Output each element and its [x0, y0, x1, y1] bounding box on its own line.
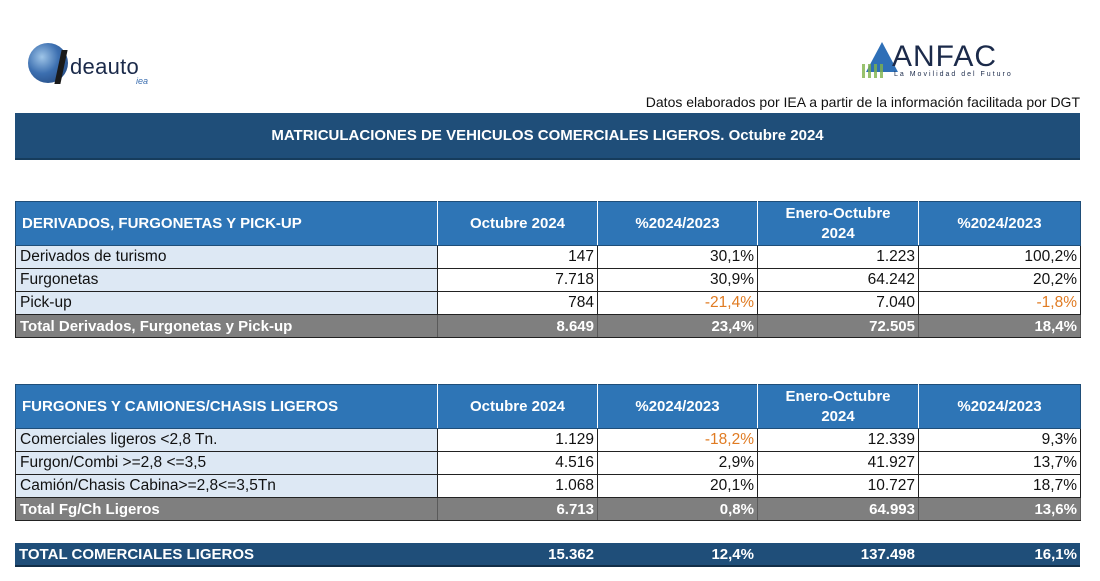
- table-derivados-furgonetas: DERIVADOS, FURGONETAS Y PICK-UP Octubre …: [15, 201, 1081, 338]
- table-row: Camión/Chasis Cabina>=2,8<=3,5Tn 1.068 2…: [15, 474, 1081, 498]
- anfac-logo: ANFAC La Movilidad del Futuro: [860, 40, 1030, 84]
- column-header: Enero-Octubre 2024: [757, 201, 919, 246]
- total-row: Total Fg/Ch Ligeros 6.713 0,8% 64.993 13…: [15, 497, 1081, 521]
- table-row: Furgonetas 7.718 30,9% 64.242 20,2%: [15, 268, 1081, 292]
- column-header: %2024/2023: [918, 201, 1081, 246]
- column-header: Octubre 2024: [437, 201, 598, 246]
- column-header: Octubre 2024: [437, 384, 598, 429]
- column-header: Enero-Octubre 2024: [757, 384, 919, 429]
- report-title: MATRICULACIONES DE VEHICULOS COMERCIALES…: [15, 113, 1080, 160]
- ideauto-logo: deauto iea: [28, 40, 188, 90]
- grand-total-table: TOTAL COMERCIALES LIGEROS 15.362 12,4% 1…: [15, 543, 1080, 567]
- column-header: %2024/2023: [918, 384, 1081, 429]
- grand-total-row: TOTAL COMERCIALES LIGEROS 15.362 12,4% 1…: [15, 543, 1080, 567]
- table-furgones-camiones: FURGONES Y CAMIONES/CHASIS LIGEROS Octub…: [15, 384, 1081, 521]
- source-note: Datos elaborados por IEA a partir de la …: [645, 94, 1080, 110]
- table-row: Comerciales ligeros <2,8 Tn. 1.129 -18,2…: [15, 428, 1081, 452]
- table-row: Derivados de turismo 147 30,1% 1.223 100…: [15, 245, 1081, 269]
- total-row: Total Derivados, Furgonetas y Pick-up 8.…: [15, 314, 1081, 338]
- column-header: FURGONES Y CAMIONES/CHASIS LIGEROS: [15, 384, 438, 429]
- column-header: DERIVADOS, FURGONETAS Y PICK-UP: [15, 201, 438, 246]
- column-header: %2024/2023: [597, 201, 758, 246]
- column-header: %2024/2023: [597, 384, 758, 429]
- table-header: DERIVADOS, FURGONETAS Y PICK-UP Octubre …: [15, 201, 1081, 246]
- table-row: Furgon/Combi >=2,8 <=3,5 4.516 2,9% 41.9…: [15, 451, 1081, 475]
- table-header: FURGONES Y CAMIONES/CHASIS LIGEROS Octub…: [15, 384, 1081, 429]
- table-row: Pick-up 784 -21,4% 7.040 -1,8%: [15, 291, 1081, 315]
